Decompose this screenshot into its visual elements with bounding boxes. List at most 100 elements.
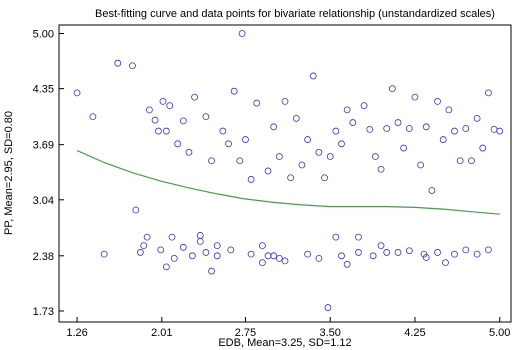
x-tick-label: 5.00 [489,327,510,339]
data-point [417,161,425,169]
data-point [132,206,140,214]
data-point [264,167,272,175]
data-point [315,254,323,262]
x-axis: 1.26 2.01 2.75 3.50 4.25 5.00 [66,317,510,339]
data-point [179,243,187,251]
data-point [366,125,374,133]
data-point [473,114,481,122]
data-point [281,97,289,105]
data-point [496,127,504,135]
data-point [264,252,272,260]
data-point [270,252,278,260]
data-point [451,250,458,258]
data-point [179,117,187,125]
x-tick-label: 2.75 [235,327,256,339]
data-point [332,233,340,241]
data-point [349,119,357,126]
data-point [324,304,332,311]
data-point [191,93,199,101]
fit-curve [76,150,500,215]
data-point [275,153,283,160]
data-point [298,161,306,169]
data-point [405,247,413,255]
x-tick-label: 2.01 [151,327,172,339]
data-point [166,102,174,110]
data-point [428,187,436,194]
data-point [73,89,81,97]
x-tick-label: 4.25 [404,327,425,339]
data-point [456,157,464,165]
data-point [422,123,430,131]
plot-frame [58,24,512,323]
data-point [242,136,249,143]
data-point [400,144,408,152]
data-point [114,59,122,67]
data-point [258,242,266,250]
data-point [394,249,402,256]
data-point [196,232,204,239]
data-point [140,242,148,250]
data-point [287,174,295,182]
data-point [309,72,317,80]
data-point [338,252,345,260]
data-point [451,127,458,135]
data-point [238,30,246,37]
data-point [369,252,377,260]
data-point [326,153,334,160]
y-tick-label: 2.38 [33,251,54,263]
data-point [304,136,312,143]
data-point [479,144,487,152]
data-point [355,233,362,241]
data-point [383,249,391,256]
data-point [136,249,144,256]
x-tick-label: 1.26 [66,327,87,339]
data-point [281,257,289,265]
data-point [162,127,170,135]
data-point [468,157,475,165]
data-point [145,106,153,114]
data-point [484,89,492,97]
data-point [473,250,481,258]
data-point [170,254,178,262]
data-point [208,267,215,275]
y-axis: 1.73 2.38 3.04 3.69 4.35 5.00 [33,28,64,318]
data-point [343,260,351,268]
data-point [208,157,215,165]
data-point [247,176,255,183]
data-point [129,62,136,70]
data-point [377,165,385,173]
data-point [89,113,97,121]
data-point [174,140,182,148]
y-tick-label: 3.04 [33,195,54,207]
data-point [292,114,300,122]
x-tick-label: 3.50 [319,327,340,339]
data-point [236,157,244,165]
data-point [185,148,193,156]
data-point [202,113,210,121]
data-point [321,174,328,182]
data-point [360,102,368,110]
fit-curve-group [76,150,500,215]
data-point [434,97,441,105]
data-point [383,125,391,132]
data-point [157,246,165,254]
data-point [275,254,283,262]
data-point [388,85,396,93]
data-point [355,249,362,256]
data-point [304,250,312,258]
data-point [227,246,235,254]
data-point [100,250,108,258]
data-point [434,249,441,256]
data-point [155,127,162,135]
data-point [202,249,210,256]
data-point [490,125,498,133]
data-point [343,106,351,114]
data-point [411,93,419,101]
data-point [270,123,278,131]
data-point [462,246,470,254]
y-tick-label: 1.73 [33,306,54,318]
y-axis-title: PP, Mean=2.95, SD=0.80 [3,111,15,235]
data-point [219,127,227,135]
data-point [213,252,221,260]
data-point [247,250,255,258]
